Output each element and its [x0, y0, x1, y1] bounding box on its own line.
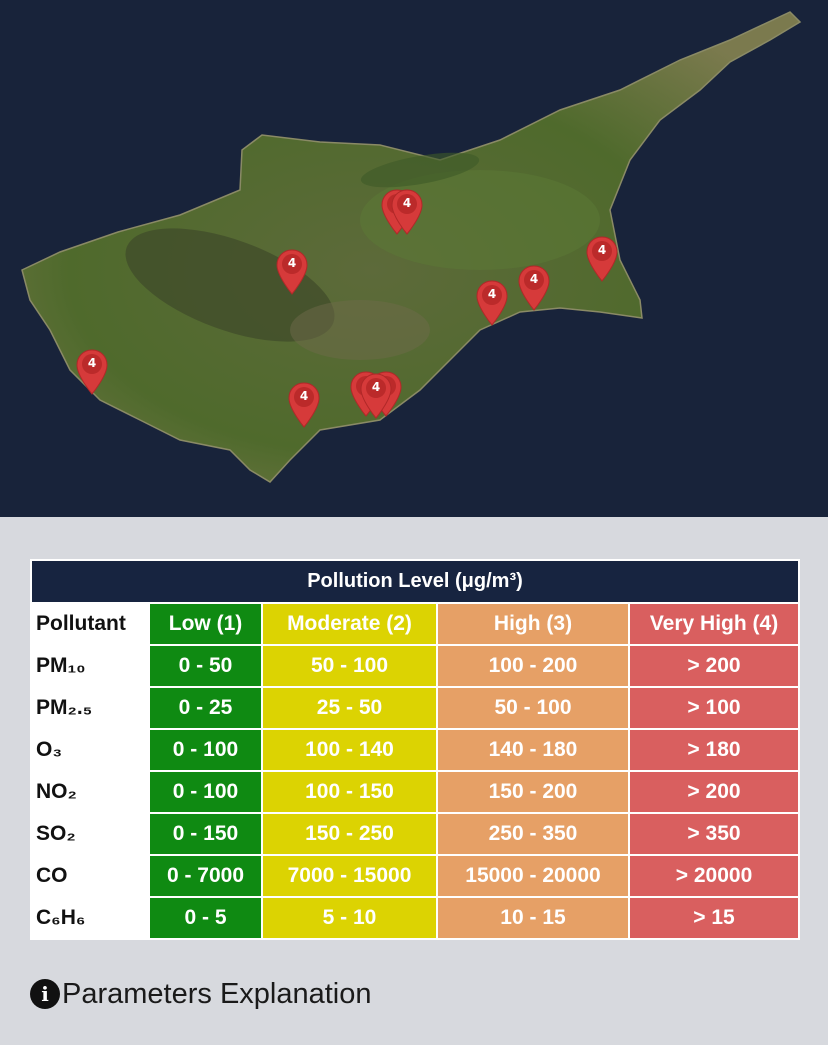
range-high: 15000 - 20000: [436, 854, 630, 898]
marker-label: 4: [487, 287, 497, 301]
table-row: C₆H₆ 0 - 5 5 - 10 10 - 15 > 15: [30, 896, 800, 940]
parameters-explanation-label: Parameters Explanation: [62, 977, 372, 1010]
range-moderate: 150 - 250: [261, 812, 438, 856]
range-very-high: > 20000: [628, 854, 800, 898]
range-high: 250 - 350: [436, 812, 630, 856]
header-very-high: Very High (4): [628, 602, 800, 646]
table-row: PM₂.₅ 0 - 25 25 - 50 50 - 100 > 100: [30, 686, 800, 730]
marker-pin-icon: [391, 189, 423, 235]
marker-pin-icon: [476, 280, 508, 326]
map-marker[interactable]: 4: [75, 348, 109, 396]
header-pollutant: Pollutant: [30, 602, 150, 646]
marker-label: 4: [371, 380, 381, 394]
range-high: 10 - 15: [436, 896, 630, 940]
range-low: 0 - 150: [148, 812, 263, 856]
marker-label: 4: [402, 196, 412, 210]
range-low: 0 - 5: [148, 896, 263, 940]
range-low: 0 - 25: [148, 686, 263, 730]
pollution-level-table: Pollution Level (μg/m³) Pollutant Low (1…: [30, 559, 800, 940]
marker-pin-icon: [276, 249, 308, 295]
range-low: 0 - 50: [148, 644, 263, 688]
table-row: CO 0 - 7000 7000 - 15000 15000 - 20000 >…: [30, 854, 800, 898]
marker-label: 4: [529, 272, 539, 286]
range-very-high: > 200: [628, 770, 800, 814]
marker-label: 4: [287, 256, 297, 270]
header-high: High (3): [436, 602, 630, 646]
range-high: 50 - 100: [436, 686, 630, 730]
marker-pin-icon: [288, 382, 320, 428]
pollutant-name: PM₁₀: [30, 644, 150, 688]
pollutant-name: NO₂: [30, 770, 150, 814]
marker-pin-icon: [360, 373, 392, 419]
range-low: 0 - 7000: [148, 854, 263, 898]
range-very-high: > 180: [628, 728, 800, 772]
satellite-map[interactable]: 4 4 4 4 4 4 4 4 4 4 4: [0, 0, 828, 517]
range-high: 100 - 200: [436, 644, 630, 688]
map-marker[interactable]: 4: [359, 372, 393, 420]
range-moderate: 100 - 150: [261, 770, 438, 814]
range-very-high: > 350: [628, 812, 800, 856]
range-low: 0 - 100: [148, 728, 263, 772]
range-high: 140 - 180: [436, 728, 630, 772]
pollutant-name: PM₂.₅: [30, 686, 150, 730]
info-icon: i: [30, 979, 60, 1009]
range-very-high: > 15: [628, 896, 800, 940]
range-moderate: 5 - 10: [261, 896, 438, 940]
map-marker[interactable]: 4: [585, 235, 619, 283]
map-marker[interactable]: 4: [517, 264, 551, 312]
island-shape: [21, 11, 802, 483]
table-row: O₃ 0 - 100 100 - 140 140 - 180 > 180: [30, 728, 800, 772]
pollutant-name: O₃: [30, 728, 150, 772]
marker-pin-icon: [586, 236, 618, 282]
marker-label: 4: [597, 243, 607, 257]
table-row: SO₂ 0 - 150 150 - 250 250 - 350 > 350: [30, 812, 800, 856]
range-moderate: 25 - 50: [261, 686, 438, 730]
marker-label: 4: [87, 356, 97, 370]
header-moderate: Moderate (2): [261, 602, 438, 646]
marker-label: 4: [299, 389, 309, 403]
map-marker[interactable]: 4: [475, 279, 509, 327]
map-marker[interactable]: 4: [275, 248, 309, 296]
marker-pin-icon: [518, 265, 550, 311]
map-marker[interactable]: 4: [390, 188, 424, 236]
range-moderate: 7000 - 15000: [261, 854, 438, 898]
header-low: Low (1): [148, 602, 263, 646]
pollution-table-container: Pollution Level (μg/m³) Pollutant Low (1…: [30, 559, 800, 940]
parameters-explanation-link[interactable]: i Parameters Explanation: [30, 976, 372, 1012]
range-moderate: 50 - 100: [261, 644, 438, 688]
table-title: Pollution Level (μg/m³): [30, 559, 800, 604]
range-moderate: 100 - 140: [261, 728, 438, 772]
marker-pin-icon: [76, 349, 108, 395]
table-row: PM₁₀ 0 - 50 50 - 100 100 - 200 > 200: [30, 644, 800, 688]
table-row: NO₂ 0 - 100 100 - 150 150 - 200 > 200: [30, 770, 800, 814]
pollutant-name: SO₂: [30, 812, 150, 856]
pollutant-name: C₆H₆: [30, 896, 150, 940]
pollutant-name: CO: [30, 854, 150, 898]
map-marker[interactable]: 4: [287, 381, 321, 429]
range-low: 0 - 100: [148, 770, 263, 814]
range-high: 150 - 200: [436, 770, 630, 814]
range-very-high: > 200: [628, 644, 800, 688]
range-very-high: > 100: [628, 686, 800, 730]
